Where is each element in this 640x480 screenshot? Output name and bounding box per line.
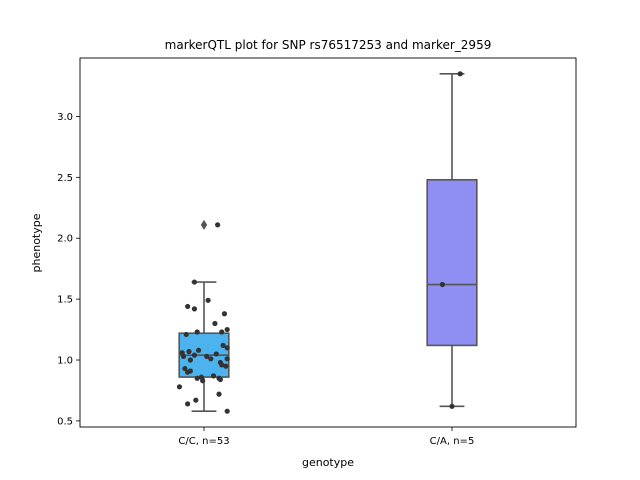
data-point [224, 408, 230, 414]
chart-title: markerQTL plot for SNP rs76517253 and ma… [165, 38, 492, 52]
x-tick-label: C/A, n=5 [430, 436, 475, 447]
data-point [439, 281, 446, 288]
y-tick-label: 2.0 [57, 234, 73, 245]
data-point [185, 401, 191, 407]
data-point [193, 397, 199, 403]
data-point [186, 348, 192, 355]
outlier-marker [200, 219, 208, 230]
data-point [176, 384, 183, 390]
x-axis: C/C, n=53 C/A, n=5 [178, 427, 474, 447]
x-tick-label: C/C, n=53 [178, 436, 229, 447]
y-axis-label: phenotype [30, 213, 43, 272]
y-axis: 0.5 1.0 1.5 2.0 2.5 3.0 [57, 112, 80, 427]
data-point [219, 362, 225, 368]
data-point [216, 391, 222, 397]
data-point [195, 347, 202, 353]
data-point [183, 331, 189, 338]
data-point [223, 363, 229, 369]
y-tick-label: 1.5 [57, 295, 73, 306]
data-point [194, 329, 200, 335]
y-tick-label: 0.5 [57, 416, 73, 427]
data-point [224, 326, 230, 333]
y-tick-label: 2.5 [57, 173, 73, 184]
data-point [185, 369, 191, 375]
data-point [213, 351, 219, 357]
data-point [224, 356, 230, 362]
data-point [449, 403, 455, 409]
data-point [212, 320, 218, 327]
data-point [191, 279, 198, 285]
data-point [217, 376, 223, 383]
data-point [215, 222, 221, 228]
data-point [180, 353, 187, 359]
data-point [200, 378, 206, 384]
points-layer [176, 71, 463, 414]
data-point [224, 345, 230, 351]
data-point [210, 373, 217, 379]
data-point [191, 352, 198, 358]
x-axis-label: genotype [302, 456, 354, 469]
data-point [191, 306, 198, 312]
data-point [194, 375, 200, 381]
box-iqr [426, 178, 478, 347]
data-point [185, 303, 191, 310]
data-point [182, 365, 188, 372]
plot-area [79, 57, 577, 428]
y-tick-label: 3.0 [57, 112, 73, 123]
y-tick-label: 1.0 [57, 356, 73, 367]
data-point [220, 342, 226, 349]
data-point [187, 357, 193, 363]
data-point [219, 329, 225, 335]
data-point [205, 297, 211, 303]
data-point [208, 356, 214, 362]
data-point [457, 71, 463, 77]
data-point [204, 353, 210, 359]
data-point [221, 311, 228, 317]
